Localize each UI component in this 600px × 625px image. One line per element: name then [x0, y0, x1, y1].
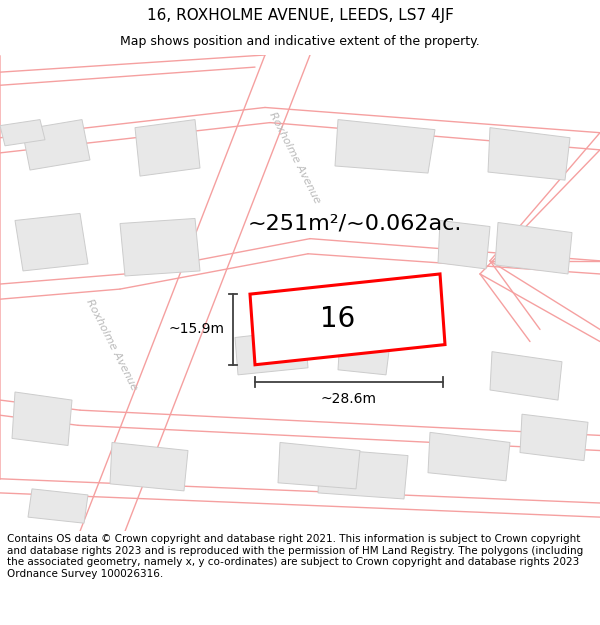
- Polygon shape: [110, 442, 188, 491]
- Polygon shape: [495, 222, 572, 274]
- Polygon shape: [235, 329, 308, 375]
- Text: ~28.6m: ~28.6m: [321, 392, 377, 406]
- Polygon shape: [488, 127, 570, 180]
- Polygon shape: [520, 414, 588, 461]
- Polygon shape: [12, 392, 72, 446]
- Polygon shape: [28, 489, 88, 523]
- Text: ~251m²/~0.062ac.: ~251m²/~0.062ac.: [248, 214, 462, 234]
- Text: Map shows position and indicative extent of the property.: Map shows position and indicative extent…: [120, 35, 480, 48]
- Polygon shape: [438, 221, 490, 269]
- Text: Roxholme Avenue: Roxholme Avenue: [85, 298, 139, 392]
- Polygon shape: [15, 213, 88, 271]
- Polygon shape: [428, 432, 510, 481]
- Polygon shape: [338, 338, 390, 375]
- Polygon shape: [250, 274, 445, 365]
- Polygon shape: [490, 352, 562, 400]
- Text: 16, ROXHOLME AVENUE, LEEDS, LS7 4JF: 16, ROXHOLME AVENUE, LEEDS, LS7 4JF: [146, 8, 454, 23]
- Polygon shape: [135, 119, 200, 176]
- Polygon shape: [318, 449, 408, 499]
- Polygon shape: [335, 119, 435, 173]
- Polygon shape: [0, 119, 45, 146]
- Text: ~15.9m: ~15.9m: [169, 322, 225, 336]
- Polygon shape: [120, 219, 200, 276]
- Text: Roxholme Avenue: Roxholme Avenue: [268, 111, 322, 205]
- Polygon shape: [22, 119, 90, 170]
- Text: Contains OS data © Crown copyright and database right 2021. This information is : Contains OS data © Crown copyright and d…: [7, 534, 583, 579]
- Text: 16: 16: [320, 306, 355, 333]
- Polygon shape: [278, 442, 360, 489]
